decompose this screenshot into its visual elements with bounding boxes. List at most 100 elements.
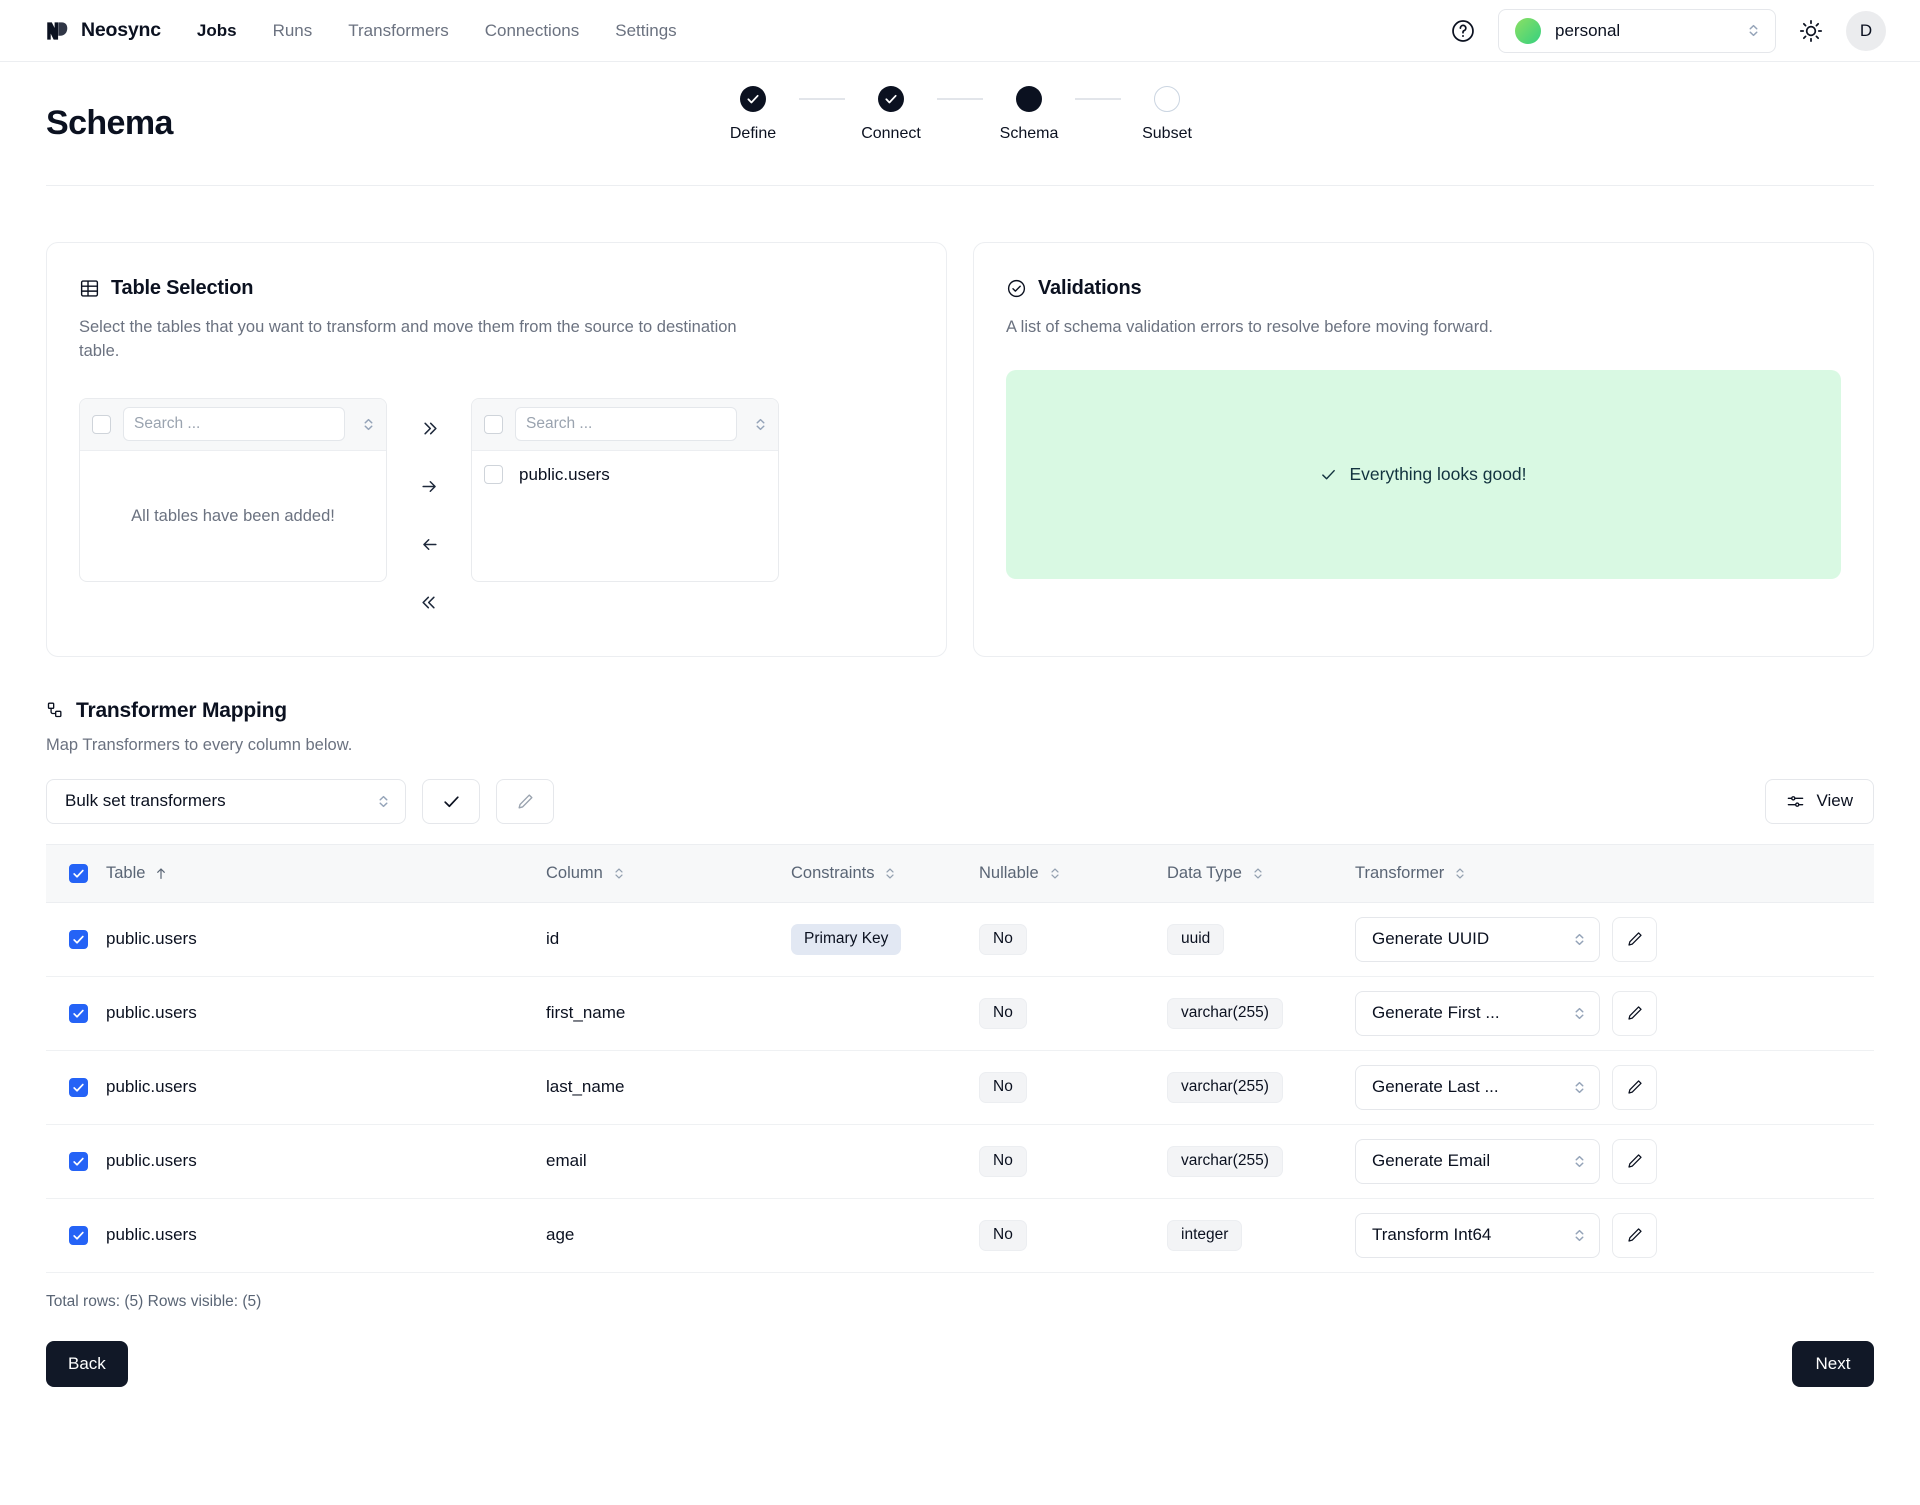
back-button[interactable]: Back	[46, 1340, 128, 1387]
move-all-right-button[interactable]	[412, 412, 446, 446]
header-nullable[interactable]: Nullable	[979, 843, 1167, 903]
row-checkbox-cell	[46, 976, 106, 1051]
cell-table: public.users	[106, 1124, 546, 1199]
top-navigation-bar: Neosync Jobs Runs Transformers Connectio…	[0, 0, 1920, 62]
transformer-select-label: Generate UUID	[1372, 929, 1490, 949]
table-body: public.users id Primary Key No uuid	[46, 902, 1874, 1273]
cell-transformer: Generate Email	[1355, 1124, 1874, 1199]
chevron-updown-icon	[756, 418, 764, 430]
workspace-selector[interactable]: personal	[1498, 8, 1776, 53]
row-checkbox[interactable]	[69, 1225, 88, 1245]
move-all-left-button[interactable]	[412, 586, 446, 620]
edit-transformer-button[interactable]	[1612, 990, 1657, 1036]
transformer-select-label: Generate Email	[1372, 1151, 1491, 1171]
cell-transformer: Transform Int64	[1355, 1198, 1874, 1273]
transformer-mapping-toolbar: Bulk set transformers	[46, 778, 1874, 824]
pencil-icon	[1627, 1006, 1642, 1020]
bulk-set-transformers-select[interactable]: Bulk set transformers	[46, 778, 406, 824]
step-connect-label: Connect	[861, 125, 921, 142]
nullable-badge: No	[979, 1145, 1027, 1177]
cell-transformer: Generate First ...	[1355, 976, 1874, 1051]
step-connect[interactable]: Connect	[845, 86, 937, 143]
wizard-footer: Back Next	[46, 1340, 1874, 1387]
select-all-rows-checkbox[interactable]	[69, 863, 88, 883]
destination-search-input[interactable]	[515, 407, 737, 442]
transformer-select[interactable]: Generate First ...	[1355, 990, 1600, 1036]
cell-column: email	[546, 1124, 791, 1199]
transformer-select[interactable]: Transform Int64	[1355, 1212, 1600, 1258]
chevron-updown-icon	[364, 418, 372, 430]
header-table[interactable]: Table	[106, 843, 546, 903]
cell-nullable: No	[979, 1198, 1167, 1273]
destination-sort-button[interactable]	[749, 410, 771, 438]
source-tables-listbox: All tables have been added!	[79, 397, 387, 582]
nav-link-transformers[interactable]: Transformers	[348, 20, 449, 40]
header-constraints[interactable]: Constraints	[791, 843, 979, 903]
chevron-updown-icon	[1575, 933, 1584, 945]
source-sort-button[interactable]	[357, 410, 379, 438]
edit-transformer-button[interactable]	[1612, 1138, 1657, 1184]
table-selection-description: Select the tables that you want to trans…	[79, 318, 737, 360]
table-header: Table Column	[46, 843, 1874, 903]
chevron-updown-icon	[379, 795, 388, 807]
header-transformer[interactable]: Transformer	[1355, 843, 1874, 903]
header-column[interactable]: Column	[546, 843, 791, 903]
destination-listbox-header	[472, 398, 778, 451]
step-define[interactable]: Define	[707, 86, 799, 143]
table-icon	[80, 280, 99, 297]
destination-select-all-checkbox[interactable]	[484, 414, 503, 434]
nav-link-settings[interactable]: Settings	[615, 20, 677, 40]
next-button[interactable]: Next	[1792, 1340, 1874, 1387]
view-button[interactable]: View	[1765, 778, 1874, 824]
cell-column: id	[546, 902, 791, 977]
cell-table: public.users	[106, 902, 546, 977]
question-circle-icon[interactable]	[1450, 18, 1476, 44]
nav-link-runs[interactable]: Runs	[272, 20, 313, 40]
transformer-select[interactable]: Generate UUID	[1355, 916, 1600, 962]
row-checkbox[interactable]	[69, 1077, 88, 1097]
step-subset[interactable]: Subset	[1121, 86, 1213, 143]
destination-item-checkbox[interactable]	[484, 465, 503, 485]
apply-bulk-button[interactable]	[422, 778, 480, 824]
check-icon	[73, 1009, 84, 1018]
cell-table: public.users	[106, 1050, 546, 1125]
transformer-select[interactable]: Generate Last ...	[1355, 1064, 1600, 1110]
step-schema-label: Schema	[999, 125, 1059, 142]
table-row: public.users id Primary Key No uuid	[46, 902, 1874, 977]
edit-transformer-button[interactable]	[1612, 1212, 1657, 1258]
validations-heading: Validations	[1038, 277, 1142, 299]
transformer-select[interactable]: Generate Email	[1355, 1138, 1600, 1184]
edit-transformer-button[interactable]	[1612, 1064, 1657, 1110]
list-item[interactable]: public.users	[472, 451, 778, 485]
move-right-button[interactable]	[412, 470, 446, 504]
destination-tables-listbox: public.users	[471, 397, 779, 582]
nav-link-jobs[interactable]: Jobs	[196, 20, 237, 40]
source-search-input[interactable]	[123, 407, 345, 442]
transfer-buttons-column	[387, 398, 471, 620]
source-select-all-checkbox[interactable]	[92, 414, 111, 434]
step-schema[interactable]: Schema	[983, 86, 1075, 143]
check-icon	[1322, 469, 1336, 480]
cell-datatype: varchar(255)	[1167, 1124, 1355, 1199]
header-select-all-cell	[46, 843, 106, 903]
chevron-updown-icon	[615, 868, 623, 879]
validations-card: Validations A list of schema validation …	[973, 242, 1874, 657]
move-left-button[interactable]	[412, 528, 446, 562]
brand-logo[interactable]: Neosync	[44, 18, 161, 44]
nav-link-connections[interactable]: Connections	[484, 20, 580, 40]
bulk-edit-button[interactable]	[496, 778, 554, 824]
transformer-mapping-heading: Transformer Mapping	[76, 698, 287, 722]
user-avatar[interactable]: D	[1846, 10, 1886, 51]
row-checkbox[interactable]	[69, 929, 88, 949]
row-checkbox[interactable]	[69, 1003, 88, 1023]
edit-transformer-button[interactable]	[1612, 916, 1657, 962]
cell-nullable: No	[979, 1050, 1167, 1125]
header-datatype[interactable]: Data Type	[1167, 843, 1355, 903]
row-checkbox[interactable]	[69, 1151, 88, 1171]
cell-column: first_name	[546, 976, 791, 1051]
header-table-label: Table	[106, 863, 146, 882]
step-connector-3	[1075, 98, 1121, 100]
transformer-mapping-table: Table Column	[46, 843, 1874, 1273]
pencil-icon	[517, 794, 533, 809]
sun-icon[interactable]	[1798, 18, 1824, 44]
